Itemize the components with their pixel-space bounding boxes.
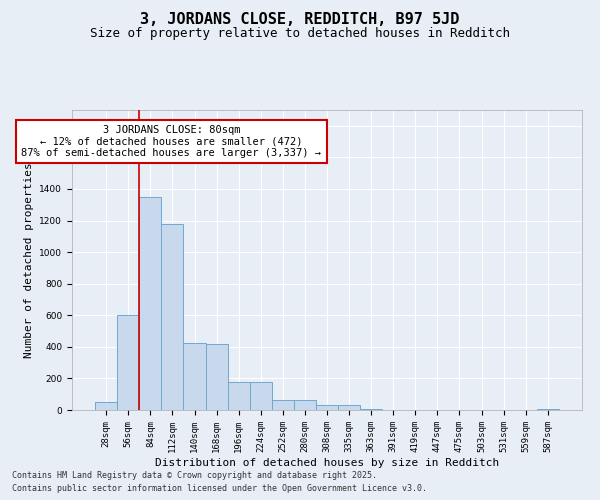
Bar (227, 382, 250, 410)
Text: Contains public sector information licensed under the Open Government Licence v3: Contains public sector information licen… (12, 484, 427, 493)
Bar (139, 197, 161, 410)
Bar (272, 400, 294, 410)
Text: 3 JORDANS CLOSE: 80sqm
← 12% of detached houses are smaller (472)
87% of semi-de: 3 JORDANS CLOSE: 80sqm ← 12% of detached… (22, 125, 322, 158)
Bar (161, 224, 184, 410)
Bar (117, 316, 139, 410)
Text: Contains HM Land Registry data © Crown copyright and database right 2025.: Contains HM Land Registry data © Crown c… (12, 470, 377, 480)
Bar (294, 400, 316, 410)
Bar (316, 406, 338, 410)
Bar (338, 406, 360, 410)
Bar (360, 409, 382, 410)
X-axis label: Distribution of detached houses by size in Redditch: Distribution of detached houses by size … (155, 458, 499, 468)
Text: 3, JORDANS CLOSE, REDDITCH, B97 5JD: 3, JORDANS CLOSE, REDDITCH, B97 5JD (140, 12, 460, 28)
Bar (250, 382, 272, 410)
Text: Size of property relative to detached houses in Redditch: Size of property relative to detached ho… (90, 28, 510, 40)
Y-axis label: Number of detached properties: Number of detached properties (24, 162, 34, 358)
Bar (95, 402, 117, 410)
Bar (184, 343, 206, 410)
Bar (206, 344, 227, 410)
Bar (537, 409, 559, 410)
